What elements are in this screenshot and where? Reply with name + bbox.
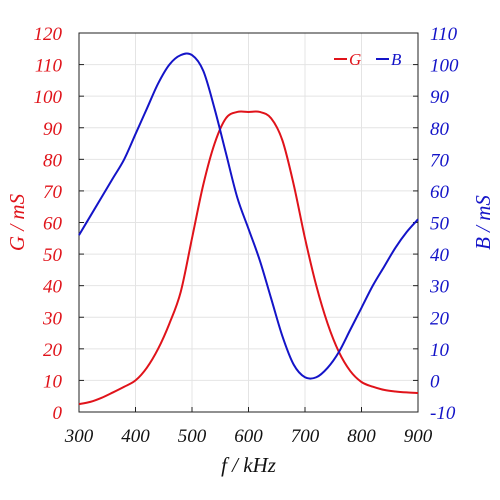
y-left-tick-label: 100 — [34, 87, 63, 108]
legend-label-g: G — [349, 50, 361, 69]
y-right-tick-label: 90 — [430, 87, 450, 108]
y-right-tick-label: 10 — [430, 340, 450, 361]
x-axis-title: f / kHz — [221, 453, 276, 477]
tick-marks — [78, 32, 419, 413]
series-line-b — [78, 52, 419, 380]
y-right-tick-label: 0 — [430, 371, 440, 392]
x-tick-label: 900 — [404, 426, 433, 447]
y-left-tick-label: 60 — [43, 214, 63, 235]
y-right-tick-label: 80 — [430, 119, 450, 140]
y-right-tick-label: 30 — [429, 277, 450, 298]
x-tick-label: 400 — [121, 426, 150, 447]
y-right-tick-label: 100 — [430, 56, 459, 77]
y-left-tick-label: 70 — [43, 182, 63, 203]
y-left-tick-label: 0 — [53, 403, 63, 424]
y-left-tick-label: 120 — [34, 24, 63, 45]
y-left-tick-label: 90 — [43, 119, 63, 140]
y-right-tick-label: 50 — [430, 214, 450, 235]
y-left-tick-label: 110 — [35, 56, 63, 77]
y-left-tick-label: 80 — [43, 150, 63, 171]
legend-label-b: B — [391, 50, 402, 69]
x-tick-label: 700 — [291, 426, 320, 447]
x-tick-label: 600 — [234, 426, 263, 447]
y-left-tick-label: 30 — [42, 308, 63, 329]
y-right-tick-label: 70 — [430, 150, 450, 171]
tick-labels: 300 400 500 600 700 800 9000102030405060708090… — [34, 24, 460, 447]
series-line-g — [78, 110, 419, 406]
y-axis-right-title: B / mS — [471, 195, 495, 250]
grid-lines — [78, 32, 419, 413]
x-tick-label: 300 — [64, 426, 94, 447]
y-right-tick-label: 110 — [430, 24, 458, 45]
x-tick-label: 800 — [347, 426, 376, 447]
y-right-tick-label: 40 — [430, 245, 450, 266]
y-left-tick-label: 10 — [43, 371, 63, 392]
y-right-tick-label: -10 — [430, 403, 456, 424]
y-right-tick-label: 60 — [430, 182, 450, 203]
x-tick-label: 500 — [178, 426, 207, 447]
series-layer — [78, 52, 419, 406]
y-right-tick-label: 20 — [430, 308, 450, 329]
y-left-tick-label: 40 — [43, 277, 63, 298]
y-left-tick-label: 20 — [43, 340, 63, 361]
legend: G B — [334, 50, 402, 69]
y-axis-left-title: G / mS — [5, 193, 29, 251]
y-left-tick-label: 50 — [43, 245, 63, 266]
